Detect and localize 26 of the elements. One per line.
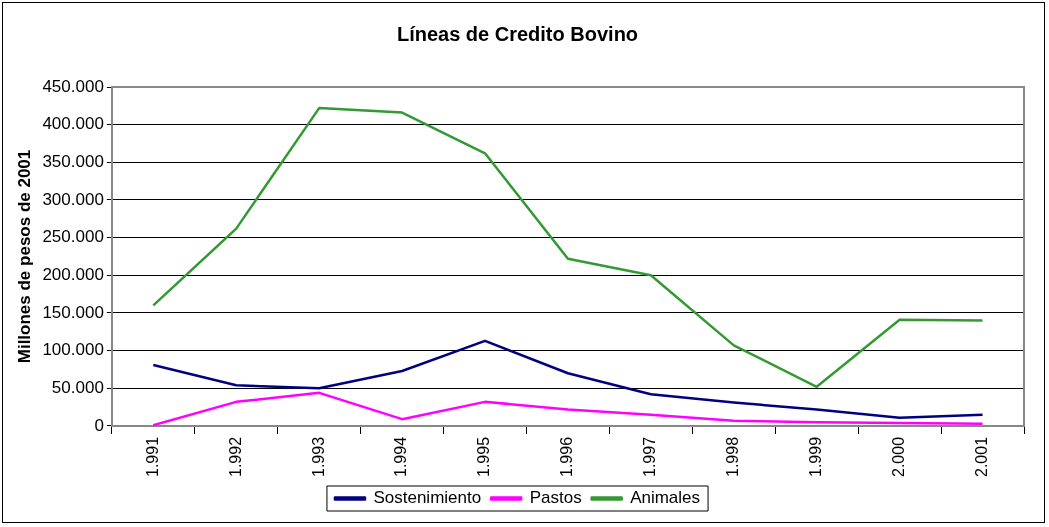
x-tick-label: 1.997 (641, 436, 659, 478)
x-tick-label: 1.996 (558, 436, 576, 478)
x-tick-label: 1.991 (143, 436, 161, 478)
x-tick-label: 1.995 (475, 436, 493, 478)
y-tick-label: 400.000 (42, 114, 104, 134)
x-tick-label: 2.000 (890, 436, 908, 478)
y-tick-label: 250.000 (42, 227, 104, 247)
x-tick-label: 1.993 (309, 436, 327, 478)
y-tick-label: 300.000 (42, 189, 104, 209)
y-tick-label: 450.000 (42, 76, 104, 96)
chart-title: Líneas de Credito Bovino (396, 22, 639, 45)
x-tick-label: 2.001 (972, 436, 990, 478)
legend-label: Sostenimiento (373, 488, 482, 508)
y-tick-label: 100.000 (42, 340, 104, 360)
y-tick-label: 200.000 (42, 265, 104, 284)
y-tick-label: 150.000 (42, 302, 104, 322)
x-tick-label: 1.999 (807, 436, 825, 478)
y-tick-label: 0 (94, 415, 104, 435)
x-tick-label: 1.994 (392, 436, 410, 478)
y-tick-label: 50.000 (51, 377, 104, 397)
y-tick-label: 350.000 (42, 152, 104, 172)
x-tick-label: 1.992 (226, 436, 244, 478)
x-tick-label: 1.998 (724, 436, 742, 478)
legend-label: Pastos (529, 488, 582, 508)
y-axis-title: Millones de pesos de 2001 (14, 149, 34, 364)
legend-label: Animales (630, 488, 701, 508)
